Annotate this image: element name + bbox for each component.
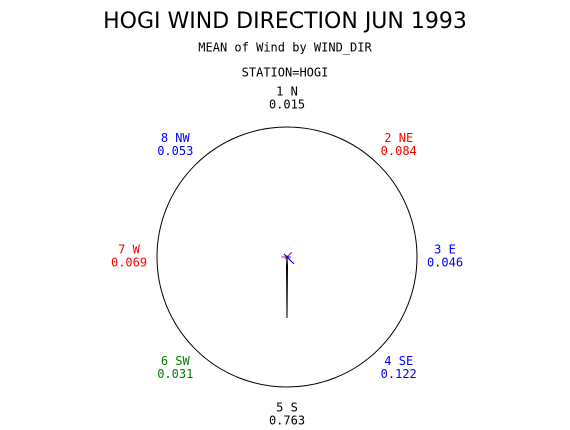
direction-label: 4 SE [384,354,413,368]
value-label: 0.084 [381,144,417,158]
star-spoke [286,256,295,265]
value-label: 0.069 [111,256,147,270]
direction-label: 3 E [434,243,456,257]
star-spoke [283,253,288,258]
value-label: 0.763 [269,414,305,428]
chart-title: HOGI WIND DIRECTION JUN 1993 [103,9,467,34]
station-label: STATION=HOGI [242,66,329,80]
value-label: 0.053 [157,144,193,158]
direction-label: 2 NE [384,131,413,145]
value-label: 0.015 [269,98,305,112]
chart-subtitle: MEAN of Wind by WIND_DIR [198,41,372,55]
value-label: 0.031 [157,367,193,381]
value-label: 0.046 [427,256,463,270]
star-spoke [286,251,293,258]
star-spoke [285,256,289,319]
direction-label: 6 SW [161,354,191,368]
direction-label: 7 W [118,243,140,257]
value-label: 0.122 [381,367,417,381]
frame-circle [156,126,418,388]
direction-label: 8 NW [161,131,191,145]
direction-label: 5 S [276,401,298,415]
direction-label: 1 N [276,85,298,99]
